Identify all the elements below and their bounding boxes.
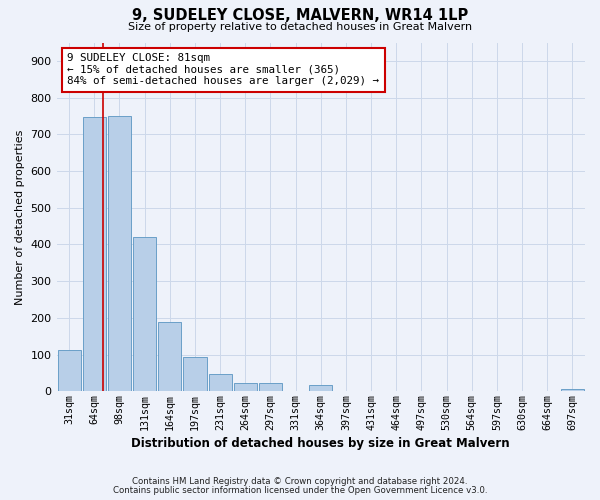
Bar: [58, 350, 80, 392]
Bar: [184, 357, 206, 392]
Bar: [158, 322, 181, 392]
Bar: [234, 383, 257, 392]
Bar: [309, 385, 332, 392]
Bar: [108, 116, 131, 392]
Text: 9, SUDELEY CLOSE, MALVERN, WR14 1LP: 9, SUDELEY CLOSE, MALVERN, WR14 1LP: [132, 8, 468, 22]
Text: 9 SUDELEY CLOSE: 81sqm
← 15% of detached houses are smaller (365)
84% of semi-de: 9 SUDELEY CLOSE: 81sqm ← 15% of detached…: [67, 53, 379, 86]
Bar: [83, 116, 106, 392]
Bar: [133, 237, 156, 392]
X-axis label: Distribution of detached houses by size in Great Malvern: Distribution of detached houses by size …: [131, 437, 510, 450]
Bar: [209, 374, 232, 392]
Bar: [259, 383, 282, 392]
Text: Contains public sector information licensed under the Open Government Licence v3: Contains public sector information licen…: [113, 486, 487, 495]
Bar: [561, 390, 584, 392]
Text: Contains HM Land Registry data © Crown copyright and database right 2024.: Contains HM Land Registry data © Crown c…: [132, 477, 468, 486]
Text: Size of property relative to detached houses in Great Malvern: Size of property relative to detached ho…: [128, 22, 472, 32]
Y-axis label: Number of detached properties: Number of detached properties: [15, 129, 25, 304]
